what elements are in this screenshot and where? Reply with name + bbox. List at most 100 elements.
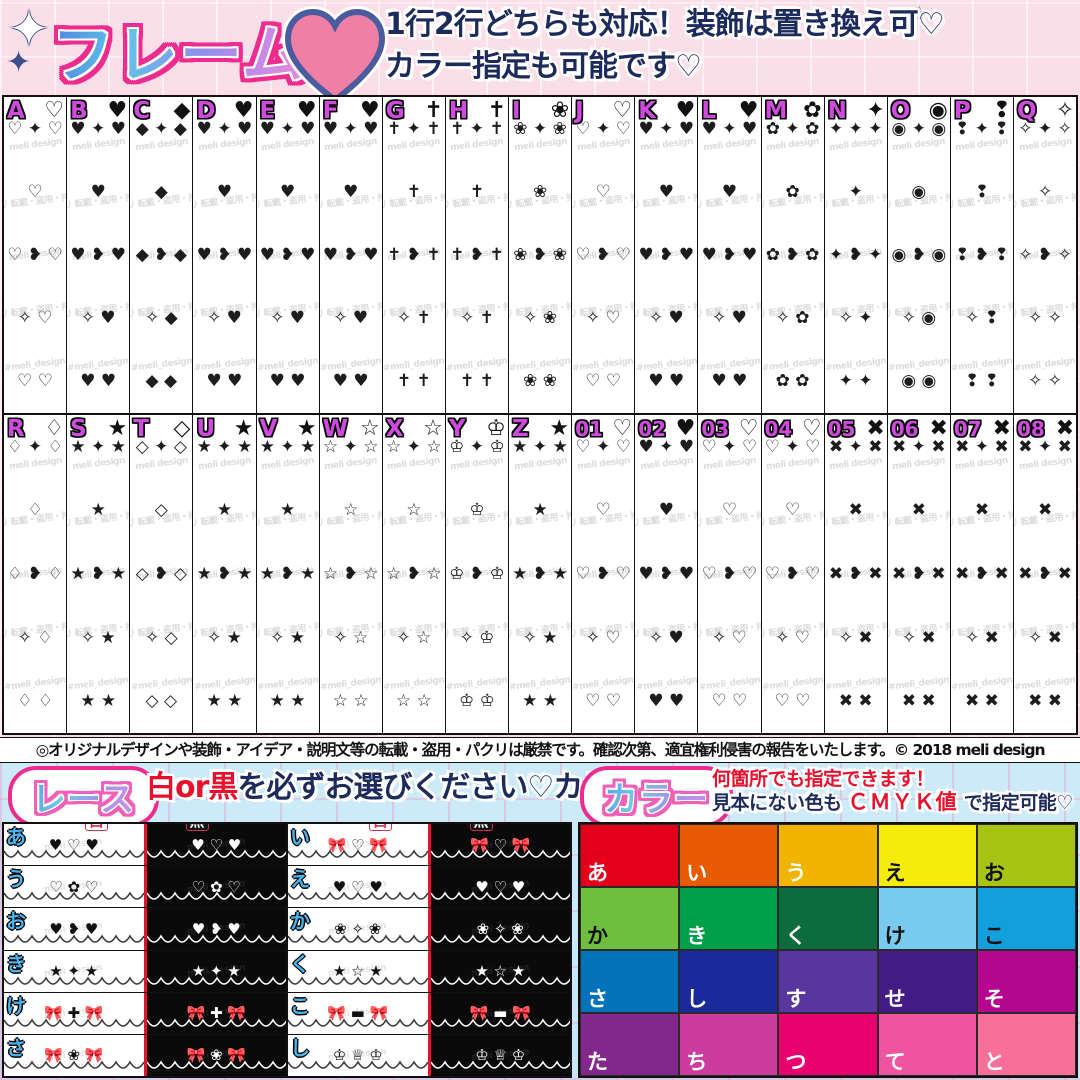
frame-cell-g[interactable]: meli design メルカリ 転載・盗用・持込厳禁 meli design メルカ… — [382, 97, 446, 413]
color-swatch-ち[interactable]: ち — [679, 1013, 779, 1076]
frame-cell-06[interactable]: meli design メルカリ 転載・盗用・持込厳禁 meli design メルカ… — [887, 415, 951, 733]
frame-cell-h[interactable]: meli design メルカリ 転載・盗用・持込厳禁 meli design メルカ… — [445, 97, 509, 413]
lace-row-か[interactable]: meli design ❀ ✧ ❀ meli design ❀ ✧ ❀ か — [288, 908, 570, 951]
lace-swatch-し-white[interactable]: meli design ♔ ♕ ♔ — [288, 1034, 431, 1077]
lace-swatch-こ-black[interactable]: meli design 🎀 ▬ 🎀 — [430, 992, 570, 1034]
lace-swatch-く-white[interactable]: meli design ★ ☆ ★ — [288, 950, 431, 992]
lace-row-お[interactable]: meli design ♥ ❥ ♥ meli design ♥ ❥ ♥ お — [4, 908, 286, 951]
color-swatch-そ[interactable]: そ — [976, 950, 1076, 1013]
lace-row-い[interactable]: meli design🎀 ♡ 🎀白meli design🎀 ♡ 🎀黒い — [288, 824, 570, 867]
frame-cell-b[interactable]: meli design メルカリ 転載・盗用・持込厳禁 meli design メルカ… — [67, 97, 131, 413]
frame-cell-e[interactable]: meli design メルカリ 転載・盗用・持込厳禁 meli design メルカ… — [256, 97, 320, 413]
lace-swatch-う-black[interactable]: meli design ♡ ✿ ♡ — [146, 866, 286, 908]
lace-row-く[interactable]: meli design ★ ☆ ★ meli design ★ ☆ ★ く — [288, 950, 570, 993]
lace-swatch-い-black[interactable]: meli design🎀 ♡ 🎀黒 — [430, 824, 570, 866]
lace-swatch-お-white[interactable]: meli design ♥ ❥ ♥ — [4, 908, 147, 950]
frame-cell-04[interactable]: meli design メルカリ 転載・盗用・持込厳禁 meli design メルカ… — [761, 415, 825, 733]
lace-swatch-あ-black[interactable]: meli design♥ ♡ ♥黒 — [146, 824, 286, 866]
frame-cell-j[interactable]: meli design メルカリ 転載・盗用・持込厳禁 meli design メルカ… — [572, 97, 636, 413]
watermark-text: #meli_design — [319, 355, 382, 374]
lace-row-け[interactable]: meli design 🎀 ✚ 🎀 meli design 🎀 ✚ 🎀 け — [4, 992, 286, 1035]
lace-swatch-う-white[interactable]: meli design ♡ ✿ ♡ — [4, 866, 147, 908]
frame-cell-q[interactable]: meli design メルカリ 転載・盗用・持込厳禁 meli design メルカ… — [1014, 97, 1077, 413]
frame-cell-u[interactable]: meli design メルカリ 転載・盗用・持込厳禁 meli design メルカ… — [193, 415, 257, 733]
frame-cell-l[interactable]: meli design メルカリ 転載・盗用・持込厳禁 meli design メルカ… — [698, 97, 762, 413]
color-swatch-お[interactable]: お — [976, 824, 1076, 887]
frame-cell-y[interactable]: meli design メルカリ 転載・盗用・持込厳禁 meli design メルカ… — [445, 415, 509, 733]
lace-row-え[interactable]: meli design ♥ ♡ ♥ meli design ♥ ♡ ♥ え — [288, 866, 570, 909]
lace-swatch-か-white[interactable]: meli design ❀ ✧ ❀ — [288, 908, 431, 950]
color-swatch-し[interactable]: し — [679, 950, 779, 1013]
watermark-text: メルカリ 転載・盗用・持込厳禁 — [824, 189, 888, 215]
color-swatch-け[interactable]: け — [877, 887, 977, 950]
watermark-text: メルカリ 転載・盗用・持込厳禁 — [193, 507, 257, 533]
color-swatch-き[interactable]: き — [679, 887, 779, 950]
lace-swatch-け-black[interactable]: meli design 🎀 ✚ 🎀 — [146, 992, 286, 1034]
frame-cell-z[interactable]: meli design メルカリ 転載・盗用・持込厳禁 meli design メルカ… — [509, 415, 573, 733]
lace-swatch-き-white[interactable]: meli design ★ ✦ ★ — [4, 950, 147, 992]
frame-cell-x[interactable]: meli design メルカリ 転載・盗用・持込厳禁 meli design メルカ… — [382, 415, 446, 733]
color-swatch-う[interactable]: う — [778, 824, 878, 887]
lace-swatch-き-black[interactable]: meli design ★ ✦ ★ — [146, 950, 286, 992]
lace-swatch-け-white[interactable]: meli design 🎀 ✚ 🎀 — [4, 992, 147, 1034]
frame-cell-07[interactable]: meli design メルカリ 転載・盗用・持込厳禁 meli design メルカ… — [950, 415, 1014, 733]
lace-row-あ[interactable]: meli design♥ ♡ ♥白meli design♥ ♡ ♥黒あ — [4, 824, 286, 867]
lace-row-う[interactable]: meli design ♡ ✿ ♡ meli design ♡ ✿ ♡ う — [4, 866, 286, 909]
lace-row-こ[interactable]: meli design 🎀 ▬ 🎀 meli design 🎀 ▬ 🎀 こ — [288, 992, 570, 1035]
lace-row-き[interactable]: meli design ★ ✦ ★ meli design ★ ✦ ★ き — [4, 950, 286, 993]
color-swatch-つ[interactable]: つ — [778, 1013, 878, 1076]
lace-row-さ[interactable]: meli design 🎀 ❀ 🎀 meli design 🎀 ❀ 🎀 さ — [4, 1034, 286, 1077]
lace-swatch-こ-white[interactable]: meli design 🎀 ▬ 🎀 — [288, 992, 431, 1034]
frame-cell-f[interactable]: meli design メルカリ 転載・盗用・持込厳禁 meli design メルカ… — [319, 97, 383, 413]
color-swatch-か[interactable]: か — [580, 887, 680, 950]
frame-cell-a[interactable]: meli design メルカリ 転載・盗用・持込厳禁 meli design メルカ… — [4, 97, 68, 413]
watermark-text: メルカリ 転載・盗用・持込厳禁 — [635, 618, 699, 643]
color-swatch-と[interactable]: と — [976, 1013, 1076, 1076]
frame-cell-i[interactable]: meli design メルカリ 転載・盗用・持込厳禁 meli design メルカ… — [509, 97, 573, 413]
color-swatch-え[interactable]: え — [877, 824, 977, 887]
frame-cell-p[interactable]: meli design メルカリ 転載・盗用・持込厳禁 meli design メルカ… — [950, 97, 1014, 413]
color-swatch-く[interactable]: く — [778, 887, 878, 950]
lace-swatch-さ-white[interactable]: meli design 🎀 ❀ 🎀 — [4, 1034, 147, 1077]
frame-cell-n[interactable]: meli design メルカリ 転載・盗用・持込厳禁 meli design メルカ… — [824, 97, 888, 413]
frame-cell-d[interactable]: meli design メルカリ 転載・盗用・持込厳禁 meli design メルカ… — [193, 97, 257, 413]
frame-cell-03[interactable]: meli design メルカリ 転載・盗用・持込厳禁 meli design メルカ… — [698, 415, 762, 733]
lace-row-し[interactable]: meli design ♔ ♕ ♔ meli design ♔ ♕ ♔ し — [288, 1034, 570, 1077]
frame-cell-v[interactable]: meli design メルカリ 転載・盗用・持込厳禁 meli design メルカ… — [256, 415, 320, 733]
frame-cell-t[interactable]: meli design メルカリ 転載・盗用・持込厳禁 meli design メルカ… — [130, 415, 194, 733]
watermark-text: #meli_design — [509, 355, 572, 374]
color-swatch-す[interactable]: す — [778, 950, 878, 1013]
frame-cell-k[interactable]: meli design メルカリ 転載・盗用・持込厳禁 meli design メルカ… — [635, 97, 699, 413]
frame-cell-05[interactable]: meli design メルカリ 転載・盗用・持込厳禁 meli design メルカ… — [824, 415, 888, 733]
color-swatch-さ[interactable]: さ — [580, 950, 680, 1013]
frame-cell-o[interactable]: meli design メルカリ 転載・盗用・持込厳禁 meli design メルカ… — [887, 97, 951, 413]
lace-swatch-え-black[interactable]: meli design ♥ ♡ ♥ — [430, 866, 570, 908]
watermark: meli design メルカリ 転載・盗用・持込厳禁 meli design メルカ… — [130, 97, 192, 413]
color-swatch-た[interactable]: た — [580, 1013, 680, 1076]
lace-swatch-さ-black[interactable]: meli design 🎀 ❀ 🎀 — [146, 1034, 286, 1077]
lace-swatch-い-white[interactable]: meli design🎀 ♡ 🎀白 — [288, 824, 431, 866]
watermark-text: メルカリ 転載・盗用・持込厳禁 — [509, 618, 573, 643]
frame-cell-s[interactable]: meli design メルカリ 転載・盗用・持込厳禁 meli design メルカ… — [67, 415, 131, 733]
lace-swatch-お-black[interactable]: meli design ♥ ❥ ♥ — [146, 908, 286, 950]
frame-cell-08[interactable]: meli design メルカリ 転載・盗用・持込厳禁 meli design メルカ… — [1014, 415, 1077, 733]
frame-deco-icon: ✧ — [1055, 98, 1075, 123]
lace-swatch-く-black[interactable]: meli design ★ ☆ ★ — [430, 950, 570, 992]
frame-cell-01[interactable]: meli design メルカリ 転載・盗用・持込厳禁 meli design メルカ… — [572, 415, 636, 733]
frame-cell-c[interactable]: meli design メルカリ 転載・盗用・持込厳禁 meli design メルカ… — [130, 97, 194, 413]
watermark: meli design メルカリ 転載・盗用・持込厳禁 meli design メルカ… — [698, 97, 760, 413]
color-swatch-せ[interactable]: せ — [877, 950, 977, 1013]
lace-swatch-あ-white[interactable]: meli design♥ ♡ ♥白 — [4, 824, 147, 866]
color-swatch-い[interactable]: い — [679, 824, 779, 887]
frame-cell-r[interactable]: meli design メルカリ 転載・盗用・持込厳禁 meli design メルカ… — [4, 415, 68, 733]
frame-cell-02[interactable]: meli design メルカリ 転載・盗用・持込厳禁 meli design メルカ… — [635, 415, 699, 733]
frame-cell-w[interactable]: meli design メルカリ 転載・盗用・持込厳禁 meli design メルカ… — [319, 415, 383, 733]
color-swatch-あ[interactable]: あ — [580, 824, 680, 887]
lace-swatch-え-white[interactable]: meli design ♥ ♡ ♥ — [288, 866, 431, 908]
frame-cell-m[interactable]: meli design メルカリ 転載・盗用・持込厳禁 meli design メルカ… — [761, 97, 825, 413]
watermark-text: meli design — [134, 455, 189, 472]
color-swatch-て[interactable]: て — [877, 1013, 977, 1076]
lace-swatch-し-black[interactable]: meli design ♔ ♕ ♔ — [430, 1034, 570, 1077]
color-swatch-こ[interactable]: こ — [976, 887, 1076, 950]
lace-swatch-か-black[interactable]: meli design ❀ ✧ ❀ — [430, 908, 570, 950]
